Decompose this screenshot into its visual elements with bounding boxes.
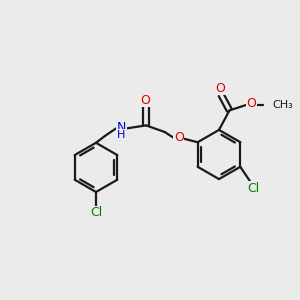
Text: Cl: Cl bbox=[90, 206, 102, 220]
Text: H: H bbox=[117, 130, 125, 140]
Text: O: O bbox=[174, 130, 184, 144]
Text: O: O bbox=[141, 94, 150, 107]
Text: O: O bbox=[246, 97, 256, 110]
Text: O: O bbox=[216, 82, 225, 95]
Text: Cl: Cl bbox=[248, 182, 260, 195]
Text: N: N bbox=[116, 121, 126, 134]
Text: CH₃: CH₃ bbox=[272, 100, 293, 110]
